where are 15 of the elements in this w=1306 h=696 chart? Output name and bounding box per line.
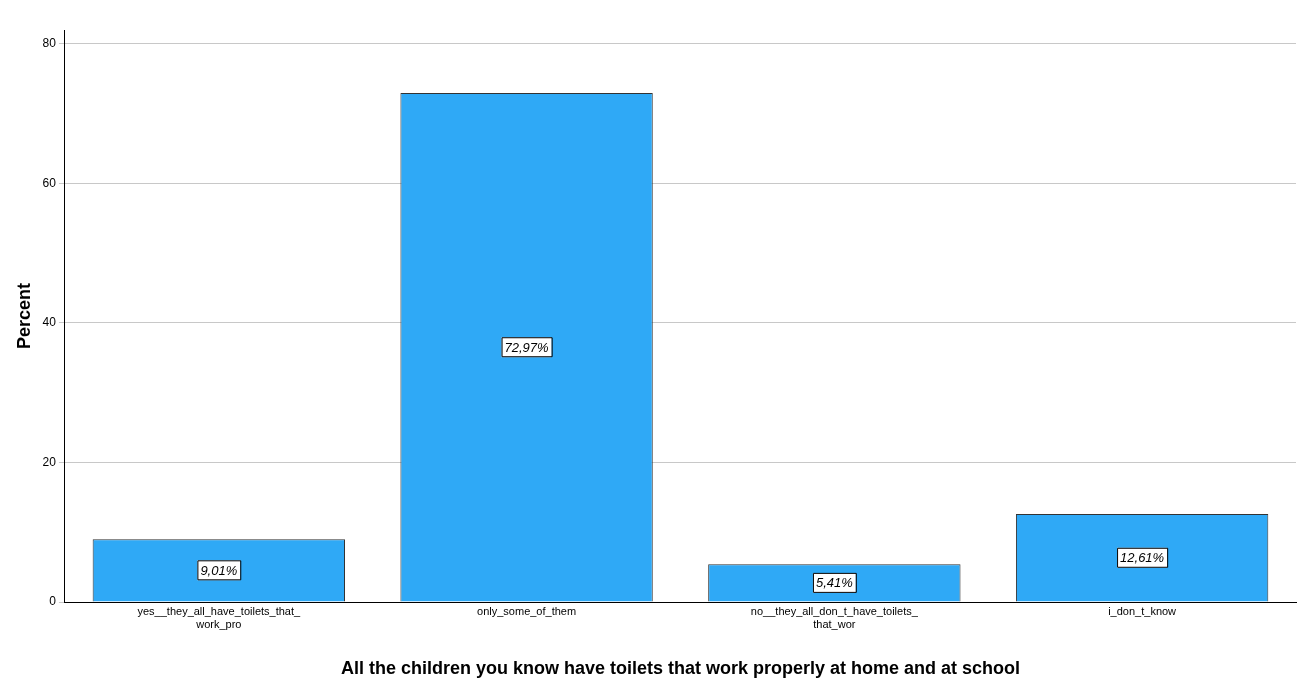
y-tick-label: 20	[42, 454, 57, 469]
data-label: 12,61%	[1120, 550, 1165, 566]
data-label: 9,01%	[200, 562, 238, 578]
x-tick-label: yes__they_all_have_toilets_that_work_pro	[137, 604, 302, 630]
y-tick-label: 40	[42, 315, 57, 330]
x-tick-label: no__they_all_don_t_have_toilets_that_wor	[750, 604, 919, 630]
x-tick-label: only_some_of_them	[477, 604, 577, 617]
x-tick-label: i_don_t_know	[1108, 604, 1177, 617]
y-axis-title: Percent	[13, 282, 34, 350]
x-axis-title: All the children you know have toilets that work properly at home and at school	[340, 658, 1021, 679]
y-tick-label: 0	[49, 594, 57, 609]
data-label: 5,41%	[815, 575, 853, 591]
data-label: 72,97%	[504, 339, 549, 355]
y-tick-label: 80	[42, 36, 57, 51]
y-tick-label: 60	[42, 175, 57, 190]
